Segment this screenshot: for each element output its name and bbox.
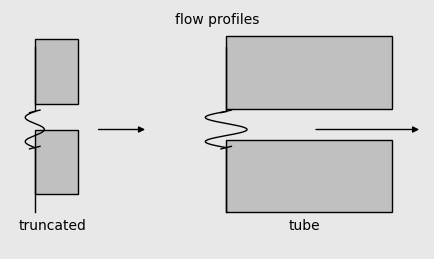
Bar (226, 36, 391, 109)
Text: flow profiles: flow profiles (175, 13, 259, 27)
Bar (35, 39, 78, 104)
Bar (226, 140, 391, 212)
Bar (35, 130, 78, 194)
Text: tube: tube (288, 219, 319, 233)
Text: truncated: truncated (18, 219, 86, 233)
